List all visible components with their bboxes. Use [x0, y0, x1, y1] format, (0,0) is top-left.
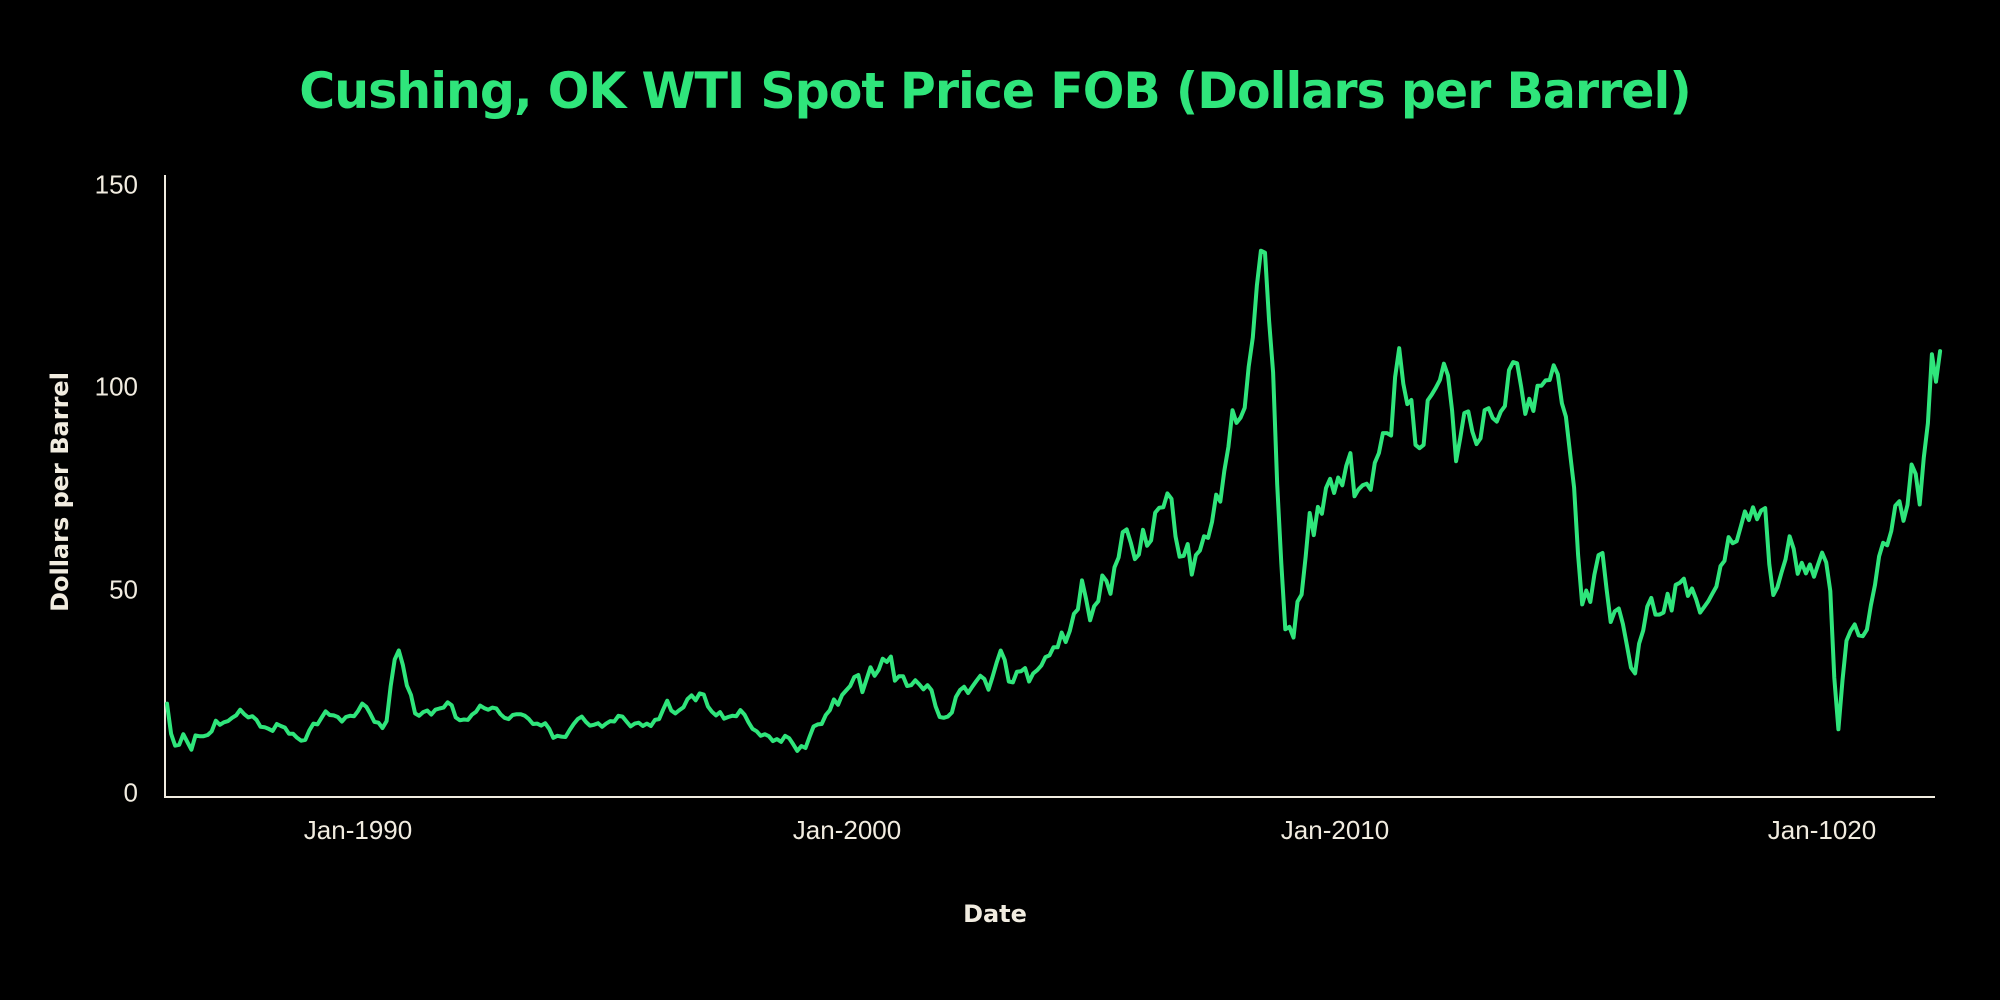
y-tick-label: 150 [94, 169, 138, 200]
price-line [165, 248, 1943, 753]
y-tick-label: 100 [94, 371, 138, 402]
y-tick-label: 50 [109, 574, 138, 605]
x-axis-title: Date [963, 900, 1027, 928]
x-tick-label: Jan-2010 [1280, 815, 1390, 845]
x-tick-label: Jan-2000 [792, 815, 902, 845]
x-tick-label: Jan-1990 [303, 815, 413, 845]
chart-title: Cushing, OK WTI Spot Price FOB (Dollars … [299, 62, 1692, 120]
y-tick-label: 0 [123, 777, 138, 808]
x-tick-label: Jan-1020 [1767, 815, 1877, 845]
